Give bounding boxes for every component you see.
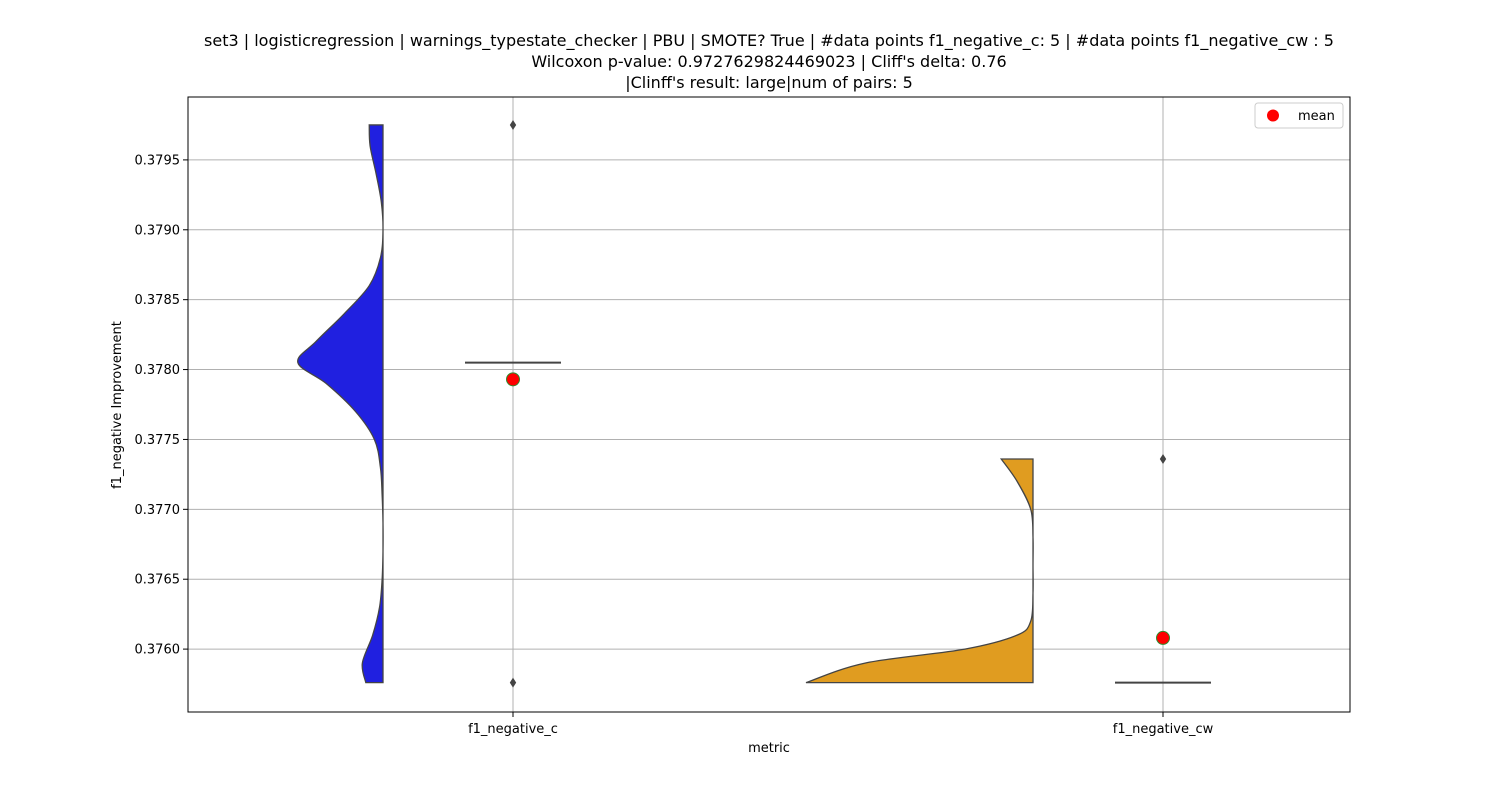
y-tick-label: 0.3770 bbox=[135, 503, 181, 518]
x-axis-label: metric bbox=[748, 741, 790, 756]
mean-marker-f1_negative_cw bbox=[1156, 630, 1170, 645]
violin-f1_negative_c bbox=[297, 124, 384, 684]
box-stats bbox=[465, 361, 1211, 684]
violin-f1_negative_cw bbox=[805, 458, 1034, 684]
x-axis-ticks: f1_negative_c f1_negative_cw bbox=[468, 712, 1214, 737]
legend-label: mean bbox=[1298, 109, 1335, 124]
legend: mean bbox=[1254, 102, 1344, 129]
y-tick-label: 0.3775 bbox=[135, 433, 181, 448]
legend-mean-marker bbox=[1267, 109, 1279, 122]
y-tick-label: 0.3795 bbox=[135, 153, 181, 168]
violins bbox=[297, 124, 1034, 684]
chart-title: set3 | logisticregression | warnings_typ… bbox=[204, 31, 1334, 92]
title-line-2: Wilcoxon p-value: 0.9727629824469023 | C… bbox=[531, 52, 1006, 71]
outlier-marker bbox=[509, 119, 517, 130]
y-tick-label: 0.3765 bbox=[135, 573, 181, 588]
mean-marker-f1_negative_c bbox=[506, 372, 520, 387]
y-tick-label: 0.3790 bbox=[135, 223, 181, 238]
x-tick-label: f1_negative_c bbox=[468, 722, 558, 737]
data-points bbox=[506, 119, 1170, 688]
title-line-3: |Clinff's result: large|num of pairs: 5 bbox=[625, 73, 913, 92]
y-tick-label: 0.3760 bbox=[135, 643, 181, 658]
y-axis-label: f1_negative Improvement bbox=[110, 321, 125, 489]
outlier-marker bbox=[509, 677, 517, 688]
title-line-1: set3 | logisticregression | warnings_typ… bbox=[204, 31, 1334, 51]
outlier-marker bbox=[1159, 454, 1167, 465]
legend-box bbox=[1254, 102, 1344, 129]
y-axis-ticks: 0.3760 0.3765 0.3770 0.3775 0.3780 0.3785 0.37… bbox=[135, 153, 188, 658]
x-tick-label: f1_negative_cw bbox=[1113, 722, 1214, 737]
plot-frame bbox=[187, 96, 1351, 713]
y-tick-label: 0.3780 bbox=[135, 363, 181, 378]
y-tick-label: 0.3785 bbox=[135, 293, 181, 308]
